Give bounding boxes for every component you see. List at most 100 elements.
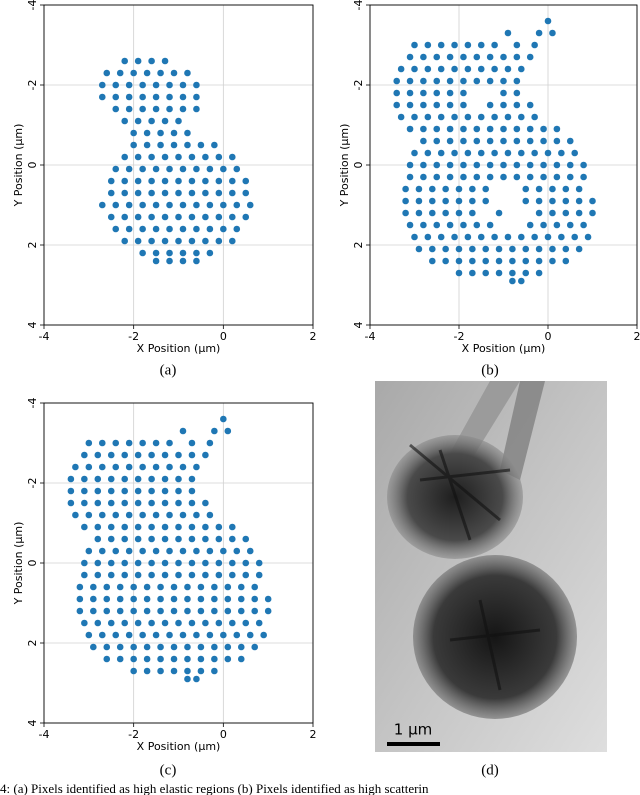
- point: [202, 619, 209, 627]
- point: [148, 475, 155, 483]
- point: [455, 269, 463, 277]
- point: [237, 643, 245, 651]
- point: [112, 547, 120, 555]
- point: [526, 101, 534, 109]
- point: [433, 53, 441, 61]
- point: [411, 65, 418, 73]
- point: [242, 535, 250, 543]
- point: [148, 499, 155, 507]
- point: [215, 177, 223, 185]
- point: [130, 129, 137, 137]
- point: [94, 451, 102, 459]
- point: [193, 547, 200, 555]
- point: [202, 237, 209, 245]
- point: [220, 225, 227, 233]
- x-tick-label: -4: [39, 728, 50, 741]
- point: [94, 499, 102, 507]
- point: [513, 137, 521, 145]
- point: [549, 245, 556, 253]
- point: [558, 233, 565, 241]
- point: [429, 257, 436, 265]
- point: [580, 161, 587, 169]
- point: [121, 237, 128, 245]
- point: [139, 165, 146, 173]
- point: [121, 487, 128, 495]
- point: [175, 535, 182, 543]
- point: [571, 233, 578, 241]
- point: [116, 595, 124, 603]
- point: [81, 619, 88, 627]
- point: [175, 571, 182, 579]
- point: [229, 153, 236, 161]
- point: [420, 173, 427, 181]
- point: [473, 53, 481, 61]
- point: [420, 137, 427, 145]
- point: [107, 523, 115, 531]
- point: [486, 125, 494, 133]
- point: [513, 125, 521, 133]
- point: [464, 113, 472, 121]
- point: [139, 463, 146, 471]
- point: [495, 269, 503, 277]
- point: [486, 53, 494, 61]
- point: [193, 93, 200, 101]
- point: [157, 583, 164, 591]
- point: [193, 165, 200, 173]
- point: [85, 463, 93, 471]
- point: [460, 161, 467, 169]
- point: [134, 237, 142, 245]
- point: [246, 201, 254, 209]
- point: [446, 161, 454, 169]
- point: [531, 149, 538, 157]
- point: [464, 149, 472, 157]
- point: [67, 499, 75, 507]
- point: [415, 197, 423, 205]
- x-tick-label: -4: [39, 330, 50, 343]
- point: [85, 547, 93, 555]
- point: [442, 197, 449, 205]
- point: [72, 511, 79, 519]
- point: [437, 113, 445, 121]
- point: [535, 185, 543, 193]
- y-tick-label: 2: [26, 640, 39, 647]
- point: [143, 667, 151, 675]
- point: [469, 197, 476, 205]
- point: [224, 655, 232, 663]
- x-tick-label: 2: [310, 728, 317, 741]
- x-tick-label: 0: [545, 330, 552, 343]
- point: [500, 53, 507, 61]
- point: [152, 225, 160, 233]
- point: [491, 149, 498, 157]
- point: [90, 583, 97, 591]
- point: [161, 619, 169, 627]
- point: [112, 105, 120, 113]
- point: [125, 547, 133, 555]
- point: [424, 233, 432, 241]
- point: [188, 439, 196, 447]
- point: [161, 57, 169, 65]
- point: [134, 559, 142, 567]
- point: [193, 249, 200, 257]
- plot-frame: [43, 402, 314, 724]
- point: [460, 173, 467, 181]
- point: [184, 129, 191, 137]
- point: [233, 631, 241, 639]
- point: [469, 245, 476, 253]
- point: [424, 113, 432, 121]
- point: [486, 161, 494, 169]
- point: [112, 165, 120, 173]
- point: [116, 69, 124, 77]
- point: [215, 619, 223, 627]
- point: [406, 221, 414, 229]
- point: [406, 53, 414, 61]
- point: [175, 213, 182, 221]
- point: [518, 113, 525, 121]
- point: [67, 487, 75, 495]
- point: [175, 153, 182, 161]
- point: [589, 197, 596, 205]
- point: [229, 619, 236, 627]
- point: [513, 161, 521, 169]
- point: [152, 439, 160, 447]
- point: [211, 427, 218, 435]
- x-tick-label: 2: [310, 330, 317, 343]
